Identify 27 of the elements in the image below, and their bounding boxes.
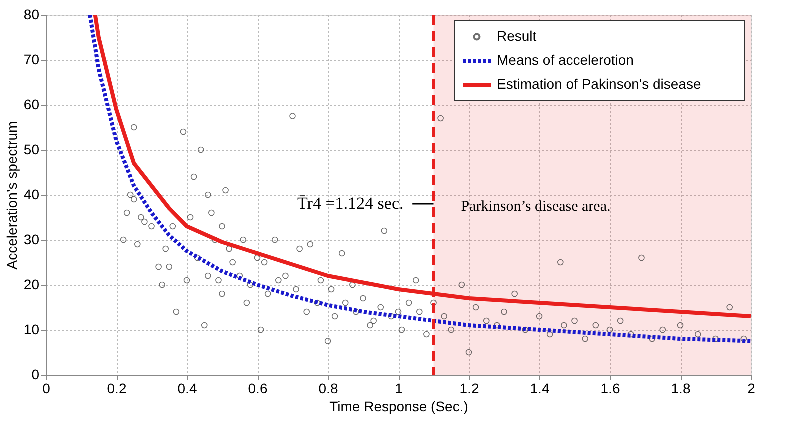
y-tick-label: 60 bbox=[24, 96, 40, 112]
y-tick-label: 20 bbox=[24, 276, 40, 292]
y-tick-label: 30 bbox=[24, 232, 40, 248]
x-tick-label: 1.4 bbox=[530, 380, 550, 396]
x-tick-label: 0.2 bbox=[107, 380, 127, 396]
x-tick-label: 1.8 bbox=[671, 380, 691, 396]
x-tick-label: 1 bbox=[395, 380, 404, 396]
y-tick-label: 10 bbox=[24, 322, 40, 338]
x-tick-label: 2 bbox=[748, 380, 756, 396]
x-tick-label: 0 bbox=[42, 380, 51, 396]
y-tick-label: 0 bbox=[32, 366, 40, 382]
y-tick-label: 40 bbox=[24, 186, 40, 202]
x-axis-title: Time Response (Sec.) bbox=[330, 398, 468, 414]
legend-label: Result bbox=[497, 28, 537, 44]
y-axis-title: Acceleration’s spectrum bbox=[4, 121, 20, 270]
legend-label: Estimation of Pakinson's disease bbox=[497, 76, 702, 92]
annotation: T̄r4 =1.124 sec. bbox=[298, 194, 404, 213]
x-tick-label: 1.2 bbox=[460, 380, 480, 396]
x-tick-label: 0.4 bbox=[178, 380, 198, 396]
x-tick-label: 0.8 bbox=[318, 380, 338, 396]
legend-label: Means of accelerotion bbox=[497, 52, 634, 68]
y-tick-label: 50 bbox=[24, 142, 40, 158]
x-tick-label: 1.6 bbox=[600, 380, 620, 396]
x-tick-label: 0.6 bbox=[248, 380, 268, 396]
y-tick-label: 80 bbox=[24, 6, 40, 22]
y-tick-label: 70 bbox=[24, 52, 40, 68]
band-label: Parkinson’s disease area. bbox=[461, 198, 611, 215]
